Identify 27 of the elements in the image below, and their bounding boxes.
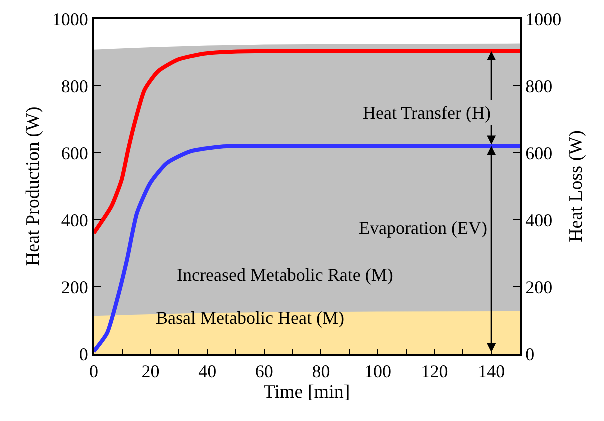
x-tick-label: 120	[421, 362, 448, 382]
x-axis-title: Time [min]	[264, 382, 350, 403]
y2-tick-label: 200	[526, 277, 553, 298]
y2-tick-label: 800	[526, 76, 553, 96]
y-tick-label: 800	[61, 76, 88, 96]
y-tick-label: 600	[61, 143, 88, 164]
x-tick-label: 40	[198, 362, 217, 382]
x-tick-label: 60	[255, 362, 274, 382]
y-tick-label: 200	[61, 277, 88, 298]
annotation: Evaporation (EV)	[359, 218, 488, 238]
y-tick-label: 400	[61, 210, 88, 230]
x-tick-label: 20	[142, 362, 160, 382]
y-tick-label: 1000	[52, 9, 88, 30]
x-tick-label: 80	[312, 362, 330, 382]
x-tick-label: 140	[478, 362, 506, 382]
y-tick-label: 0	[79, 344, 88, 364]
y2-tick-label: 400	[526, 210, 553, 230]
y2-tick-label: 1000	[526, 9, 562, 30]
y-axis-title: Heat Production (W)	[22, 106, 44, 266]
y2-tick-label: 600	[526, 143, 553, 164]
annotation: Increased Metabolic Rate (M)	[177, 265, 394, 285]
line-series	[94, 144, 520, 354]
annotation: Basal Metabolic Heat (M)	[156, 308, 344, 328]
annotation: Heat Transfer (H)	[363, 103, 491, 123]
x-tick-label: 100	[364, 362, 392, 382]
y2-tick-label: 0	[526, 344, 535, 364]
y2-axis-title: Heat Loss (W)	[566, 130, 587, 242]
